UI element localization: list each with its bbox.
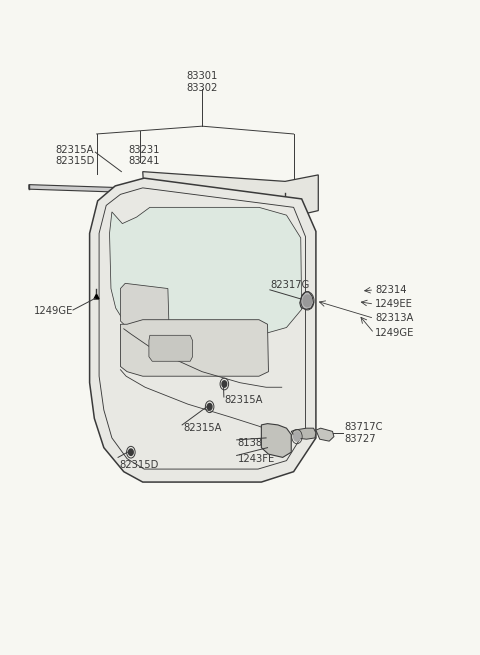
- Polygon shape: [291, 428, 316, 440]
- Text: 82313A: 82313A: [375, 313, 414, 324]
- Text: 82315A: 82315A: [183, 423, 222, 433]
- Text: 1249GE: 1249GE: [375, 328, 415, 339]
- Polygon shape: [90, 178, 316, 482]
- Polygon shape: [143, 172, 318, 218]
- Text: 83717C
83727: 83717C 83727: [344, 422, 383, 443]
- Text: 82314: 82314: [375, 285, 407, 295]
- Text: 1249GE: 1249GE: [34, 307, 73, 316]
- Circle shape: [303, 295, 312, 307]
- Polygon shape: [120, 320, 268, 376]
- Text: 82317G: 82317G: [271, 280, 310, 290]
- Text: 1249EE: 1249EE: [375, 299, 413, 309]
- Circle shape: [129, 449, 133, 455]
- Polygon shape: [316, 428, 334, 441]
- Circle shape: [294, 432, 300, 441]
- Polygon shape: [300, 291, 313, 309]
- Text: 83301
83302: 83301 83302: [186, 71, 218, 93]
- Circle shape: [207, 403, 212, 410]
- Text: 83231
83241: 83231 83241: [129, 145, 160, 166]
- Text: 82315D: 82315D: [119, 460, 158, 470]
- Text: 82315A
82315D: 82315A 82315D: [55, 145, 95, 166]
- Polygon shape: [29, 185, 285, 198]
- Polygon shape: [109, 208, 301, 335]
- Polygon shape: [261, 424, 291, 457]
- Circle shape: [222, 381, 227, 387]
- Text: 81385B: 81385B: [238, 438, 276, 448]
- Text: 1243FE: 1243FE: [238, 454, 275, 464]
- Polygon shape: [149, 335, 192, 362]
- Text: 82315A: 82315A: [225, 395, 264, 405]
- Polygon shape: [120, 284, 169, 326]
